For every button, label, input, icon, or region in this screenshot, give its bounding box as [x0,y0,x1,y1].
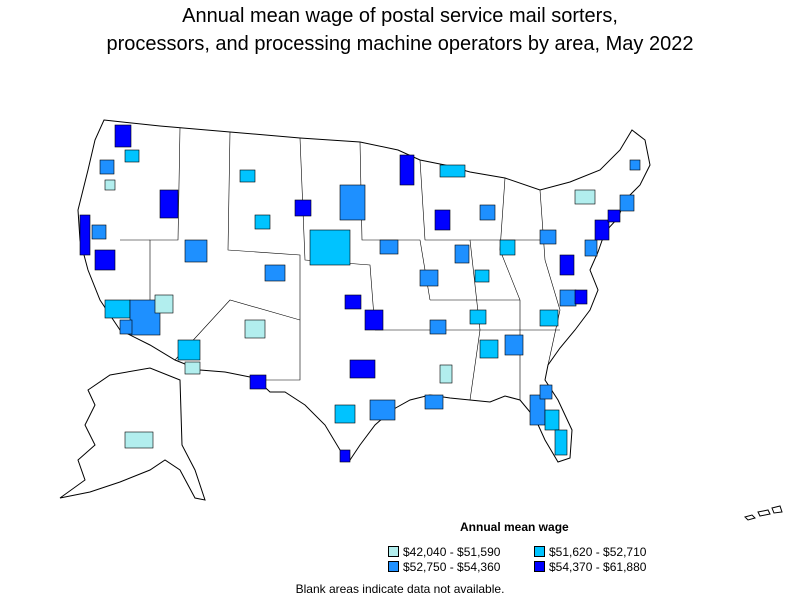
area-minneapolis [399,154,415,186]
area-orlando [544,409,560,431]
area-portland [99,159,115,175]
area-dallas [349,359,376,379]
area-dc [559,254,575,276]
area-pittsburgh [539,229,557,245]
area-boston [619,194,635,212]
footnote: Blank areas indicate data not available. [295,582,505,596]
area-salt-lake [184,239,208,263]
area-san-antonio [334,404,356,424]
area-san-diego [119,319,133,335]
legend-item-2: $51,620 - $52,710 [534,545,646,559]
area-maine [629,159,641,171]
area-upstate-ny [574,189,596,205]
legend-title: Annual mean wage [460,520,569,534]
legend-swatch-2 [534,546,545,557]
area-dakotas [339,184,366,221]
area-tucson [184,361,201,375]
area-raleigh [559,289,577,307]
area-oregon-coast [104,179,116,191]
area-nashville [469,309,487,325]
area-detroit [479,204,496,221]
legend-swatch-3 [388,561,399,572]
area-houston [369,399,396,421]
area-phoenix [177,339,201,361]
legend-label-4: $54,370 - $61,880 [549,560,647,574]
area-spokane [124,149,140,163]
area-st-louis [419,269,439,287]
area-western-kansas [309,229,351,266]
area-boise [159,189,179,219]
legend-item-1: $42,040 - $51,590 [388,545,500,559]
area-south-texas [339,449,351,463]
area-new-orleans [424,394,444,410]
area-reno [154,294,174,314]
area-hartford [607,209,621,223]
area-oklahoma-city [344,294,362,310]
area-tulsa [364,309,384,331]
contiguous-us-outline [77,119,651,463]
map-title-line-2: processors, and processing machine opera… [106,33,694,55]
area-fills [79,124,641,463]
area-philadelphia [584,239,598,257]
area-central-valley [94,249,116,271]
area-sacramento [91,224,107,240]
legend-item-4: $54,370 - $61,880 [534,560,646,574]
area-denver [264,264,286,282]
legend-label-3: $52,750 - $54,360 [403,560,501,574]
legend-swatch-1 [388,546,399,557]
map-title: Annual mean wage of postal service mail … [0,2,800,58]
legend-label-1: $42,040 - $51,590 [403,545,501,559]
area-richmond [574,289,588,305]
map-title-line-1: Annual mean wage of postal service mail … [182,5,618,27]
area-albuquerque [244,319,266,339]
area-colorado-springs [254,214,271,230]
legend-item-3: $52,750 - $54,360 [388,560,500,574]
area-omaha [379,239,399,255]
area-la [104,299,131,319]
area-miami [554,429,568,456]
area-anchorage [124,431,154,449]
area-montana [239,169,256,183]
area-florida-gulf [529,394,546,426]
area-jacksonville [539,384,553,400]
area-sf-bay [79,214,91,256]
area-upper-michigan [439,164,466,178]
area-new-york [594,219,610,241]
area-columbus [499,239,516,256]
area-indianapolis [454,244,470,264]
area-cincinnati [474,269,490,283]
area-charlotte [539,309,559,327]
area-jackson [439,364,453,384]
legend-label-2: $51,620 - $52,710 [549,545,647,559]
area-wyoming [294,199,312,217]
area-chicago [434,209,451,231]
area-seattle [114,124,132,148]
area-atlanta [504,334,524,356]
hawaii-islands [744,505,783,521]
area-memphis [429,319,447,335]
area-el-paso [249,374,267,390]
area-birmingham [479,339,499,359]
legend-swatch-4 [534,561,545,572]
